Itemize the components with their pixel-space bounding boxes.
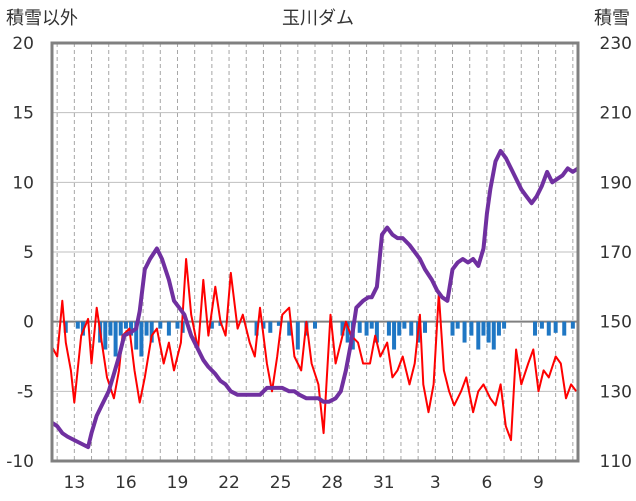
- y-tick-left: 15: [12, 104, 34, 124]
- precip-bar: [108, 321, 113, 336]
- chart-title: 玉川ダム: [282, 8, 354, 29]
- precip-bar: [469, 321, 474, 336]
- temperature-line-group: [51, 258, 578, 442]
- precip-bar: [261, 321, 266, 329]
- x-tick: 9: [533, 473, 544, 493]
- y-tick-right: 190: [600, 173, 632, 193]
- precip-bar: [287, 321, 292, 336]
- precip-bar: [374, 321, 379, 343]
- precip-bar: [134, 321, 139, 350]
- y-tick-right: 170: [600, 243, 632, 263]
- precip-bar: [392, 321, 397, 350]
- precip-bar: [276, 321, 281, 326]
- precip-bar: [123, 321, 128, 329]
- y-tick-left: -5: [17, 382, 34, 402]
- precip-bar: [139, 321, 144, 357]
- precip-bar: [481, 321, 486, 336]
- precip-bar: [491, 321, 496, 350]
- precip-bar: [496, 321, 501, 336]
- x-tick: 25: [270, 473, 292, 493]
- precip-bar: [175, 321, 180, 329]
- precip-bar: [546, 321, 551, 336]
- y-tick-left: -10: [6, 452, 34, 472]
- precip-bar: [364, 321, 369, 336]
- snow-depth-line-group: [50, 149, 580, 450]
- y-ticks-left: 20 15 10 5 0 -5 -10: [6, 34, 34, 472]
- x-tick: 22: [218, 473, 240, 493]
- x-tick: 31: [373, 473, 395, 493]
- y-tick-left: 5: [23, 243, 34, 263]
- y-tick-right: 110: [600, 452, 632, 472]
- precip-bar: [539, 321, 544, 329]
- precip-bar: [295, 321, 300, 350]
- precip-bar: [166, 321, 171, 336]
- precip-bar: [118, 321, 123, 336]
- precip-bar: [476, 321, 481, 350]
- x-tick: 6: [481, 473, 492, 493]
- precip-bar: [113, 321, 118, 357]
- precip-bar: [455, 321, 460, 329]
- x-ticks: 13 16 19 22 25 28 31 3 6 9: [64, 473, 544, 493]
- precip-bar: [562, 321, 567, 336]
- snow-depth-line: [50, 149, 580, 450]
- precip-bar: [340, 321, 345, 336]
- precip-bar: [357, 321, 362, 333]
- precip-bar: [75, 321, 80, 329]
- y-axis-left-label: 積雪以外: [6, 8, 78, 29]
- precip-bar: [462, 321, 467, 343]
- temperature-line: [51, 258, 578, 442]
- x-tick: 16: [115, 473, 137, 493]
- y-ticks-right: 230 210 190 170 150 130 110: [600, 34, 632, 472]
- y-tick-right: 210: [600, 104, 632, 124]
- precip-bar: [103, 321, 108, 350]
- precip-bar: [144, 321, 149, 336]
- precip-bar: [397, 321, 402, 336]
- precip-bar: [63, 321, 68, 333]
- x-tick: 3: [430, 473, 441, 493]
- y-tick-left: 20: [12, 34, 34, 54]
- x-tick: 13: [64, 473, 86, 493]
- precip-bar: [386, 321, 391, 336]
- precip-bar: [268, 321, 273, 333]
- x-tick: 28: [321, 473, 343, 493]
- precip-bar: [158, 321, 163, 329]
- precip-bar: [486, 321, 491, 343]
- plot-frame: [50, 41, 580, 463]
- precip-bar: [402, 321, 407, 329]
- y-tick-right: 150: [600, 313, 632, 333]
- y-tick-right: 130: [600, 382, 632, 402]
- precip-bar: [553, 321, 558, 333]
- gridlines: [52, 43, 578, 461]
- precip-bar: [570, 321, 575, 329]
- precip-bar: [129, 321, 134, 336]
- precip-bar: [149, 321, 154, 343]
- precip-bar: [345, 321, 350, 343]
- precip-bar: [423, 321, 428, 333]
- y-tick-right: 230: [600, 34, 632, 54]
- x-tick: 19: [167, 473, 189, 493]
- y-tick-left: 0: [23, 313, 34, 333]
- precipitation-bars: [63, 321, 575, 357]
- precip-bar: [409, 321, 414, 336]
- precip-bar: [209, 321, 214, 329]
- y-axis-right-label: 積雪: [594, 8, 630, 29]
- precip-bar: [450, 321, 455, 336]
- precip-bar: [80, 321, 85, 336]
- y-tick-left: 10: [12, 173, 34, 193]
- precip-bar: [313, 321, 317, 329]
- precip-bar: [254, 321, 259, 336]
- precip-bar: [369, 321, 374, 329]
- precip-bar: [502, 321, 507, 329]
- precip-bar: [533, 321, 538, 336]
